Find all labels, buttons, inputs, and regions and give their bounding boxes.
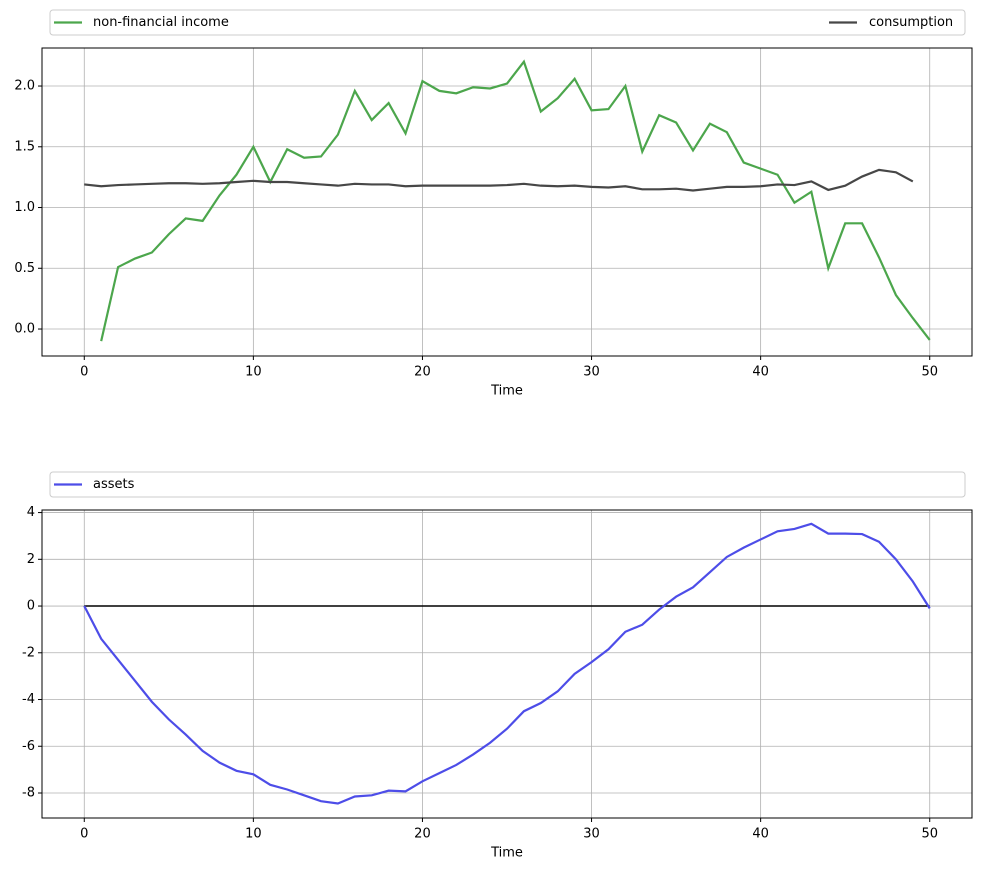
legend-box xyxy=(49,471,966,498)
x-tick-label: 10 xyxy=(245,365,262,380)
plot-frame xyxy=(41,47,973,357)
x-axis-label: Time xyxy=(490,384,523,399)
legend-box xyxy=(49,9,966,36)
y-tick-label: 0.5 xyxy=(14,261,35,276)
data-line xyxy=(83,522,931,805)
y-tick-label: 2 xyxy=(27,552,35,567)
y-tick-label: 2.0 xyxy=(14,79,35,94)
x-tick-label: 40 xyxy=(752,827,769,842)
y-tick-label: -2 xyxy=(22,645,35,660)
y-tick-label: 0.0 xyxy=(14,322,35,337)
plot-frame xyxy=(41,509,973,819)
x-axis-label: Time xyxy=(490,846,523,861)
data-line xyxy=(100,59,931,342)
x-tick-label: 50 xyxy=(921,827,938,842)
x-tick-label: 50 xyxy=(921,365,938,380)
y-tick-label: 4 xyxy=(27,505,35,520)
y-tick-label: 1.5 xyxy=(14,139,35,154)
legend-label: consumption xyxy=(869,15,953,30)
data-line xyxy=(84,168,914,192)
x-tick-label: 20 xyxy=(414,365,431,380)
y-tick-label: -8 xyxy=(22,785,35,800)
y-tick-label: 1.0 xyxy=(14,200,35,215)
x-tick-label: 0 xyxy=(80,827,88,842)
y-tick-label: 0 xyxy=(27,599,35,614)
x-tick-label: 40 xyxy=(752,365,769,380)
x-tick-label: 20 xyxy=(414,827,431,842)
x-tick-label: 30 xyxy=(583,827,600,842)
x-tick-label: 10 xyxy=(245,827,262,842)
x-tick-label: 0 xyxy=(80,365,88,380)
y-tick-label: -4 xyxy=(22,692,35,707)
x-tick-label: 30 xyxy=(583,365,600,380)
legend-label: assets xyxy=(93,477,135,492)
legend-label: non-financial income xyxy=(93,15,229,30)
y-tick-label: -6 xyxy=(22,739,35,754)
